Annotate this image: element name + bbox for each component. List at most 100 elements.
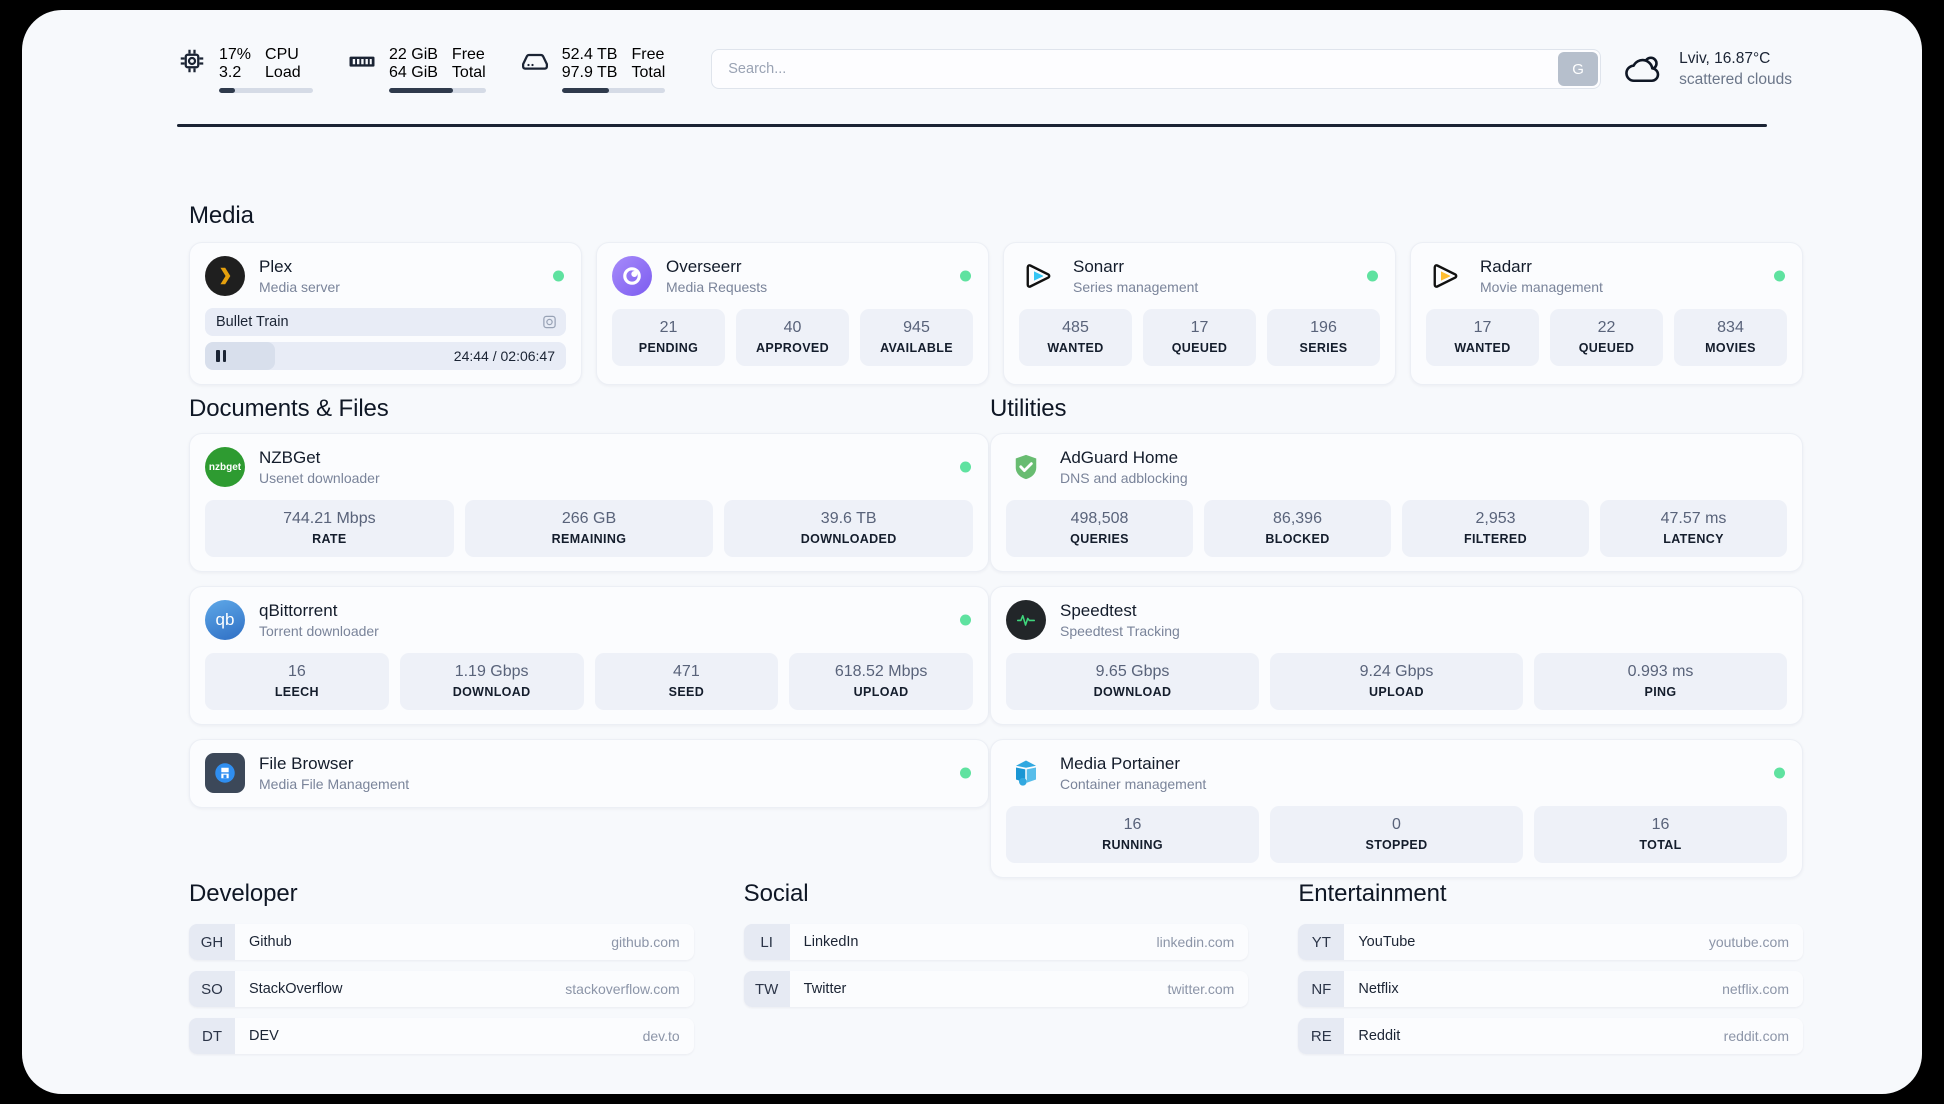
section-title-documents: Documents & Files (189, 395, 389, 422)
memory-label-bottom: Total (451, 63, 486, 81)
cpu-value: 17% (219, 45, 252, 63)
service-subtitle: Series management (1073, 278, 1199, 295)
stat-label: RUNNING (1102, 838, 1163, 852)
stat-queued: 22 QUEUED (1550, 309, 1663, 366)
section-title-media: Media (189, 202, 254, 229)
bookmark-item-linkedin[interactable]: LI LinkedIn linkedin.com (743, 924, 1249, 960)
overseerr-logo-icon (612, 256, 652, 296)
stat-value: 16 (287, 663, 306, 680)
stat-label: WANTED (1047, 341, 1104, 355)
weather-widget[interactable]: Lviv, 16.87°C scattered clouds (1623, 50, 1922, 89)
service-card-media-portainer[interactable]: Media Portainer Container management 16 … (990, 739, 1803, 878)
bookmark-name: StackOverflow (249, 981, 343, 997)
bookmark-item-dev[interactable]: DT DEV dev.to (189, 1018, 694, 1054)
bookmark-name: Netflix (1358, 981, 1399, 997)
memory-usage-bar (389, 87, 486, 93)
section-title-developer: Developer (189, 880, 298, 907)
plex-logo-icon (205, 256, 245, 296)
cpu-label-top: CPU (265, 45, 299, 63)
storage-usage-bar (561, 87, 666, 93)
memory-secondary: 64 GiB (389, 63, 438, 81)
stat-blocked: 86,396 BLOCKED (1204, 500, 1391, 557)
stats-row: 16 LEECH 1.19 Gbps DOWNLOAD 471 SEED 618… (205, 653, 973, 710)
service-card-sonarr[interactable]: Sonarr Series management 485 WANTED 17 Q… (1003, 242, 1396, 385)
service-name: NZBGet (259, 447, 321, 467)
bookmark-item-stackoverflow[interactable]: SO StackOverflow stackoverflow.com (189, 971, 694, 1007)
service-name: Plex (259, 256, 293, 276)
stat-label: UPLOAD (1369, 685, 1424, 699)
stat-label: PING (1644, 685, 1677, 699)
stats-row: 744.21 Mbps RATE 266 GB REMAINING 39.6 T… (205, 500, 974, 557)
stat-upload: 9.24 Gbps UPLOAD (1270, 653, 1523, 710)
cpu-usage-bar (219, 87, 313, 93)
bookmark-name: LinkedIn (803, 934, 859, 950)
stat-label: QUERIES (1070, 532, 1129, 546)
service-card-speedtest[interactable]: Speedtest Speedtest Tracking 9.65 Gbps D… (990, 586, 1803, 725)
stat-download: 1.19 Gbps DOWNLOAD (399, 653, 584, 710)
stat-label: LATENCY (1663, 532, 1724, 546)
service-card-qbittorrent[interactable]: qb qBittorrent Torrent downloader 16 LEE… (189, 586, 989, 725)
stat-label: RATE (312, 532, 347, 546)
stat-label: UPLOAD (853, 685, 909, 699)
service-subtitle: Media File Management (259, 775, 410, 792)
bookmark-name: Github (249, 934, 292, 950)
service-card-radarr[interactable]: Radarr Movie management 17 WANTED 22 QUE… (1410, 242, 1803, 385)
status-indicator-dot (1367, 270, 1378, 282)
stat-value: 86,396 (1273, 510, 1322, 527)
bookmark-item-netflix[interactable]: NF Netflix netflix.com (1298, 971, 1804, 1007)
pause-icon[interactable] (216, 350, 226, 362)
stat-pending: 21 PENDING (612, 309, 725, 366)
bookmark-item-github[interactable]: GH Github github.com (189, 924, 694, 960)
search-input[interactable] (711, 49, 1602, 89)
service-card-plex[interactable]: Plex Media server Bullet Train 24:44 / 0… (189, 242, 582, 385)
stat-label: LEECH (274, 685, 319, 699)
playback-time: 24:44 / 02:06:47 (453, 348, 555, 364)
service-card-adguard-home[interactable]: AdGuard Home DNS and adblocking 498,508 … (990, 433, 1803, 572)
search-provider-button[interactable]: G (1558, 52, 1599, 86)
stat-rate: 744.21 Mbps RATE (205, 500, 454, 557)
bookmark-item-youtube[interactable]: YT YouTube youtube.com (1298, 924, 1804, 960)
stat-value: 498,508 (1070, 510, 1129, 527)
stat-value: 0.993 ms (1627, 663, 1694, 680)
stat-value: 47.57 ms (1660, 510, 1727, 527)
stat-available: 945 AVAILABLE (860, 309, 973, 366)
search-container: G (711, 49, 1602, 89)
bookmark-url: netflix.com (1722, 981, 1790, 997)
service-subtitle: Speedtest Tracking (1060, 622, 1180, 639)
service-subtitle: DNS and adblocking (1060, 469, 1188, 486)
weather-location-temp: Lviv, 16.87°C (1679, 49, 1771, 67)
bookmark-abbr: DT (189, 1018, 235, 1054)
bookmark-url: youtube.com (1708, 934, 1790, 950)
portainer-logo-icon (1006, 753, 1046, 793)
bookmark-group-developer: Developer GH Github github.com SO StackO… (189, 880, 694, 1054)
memory-value: 22 GiB (389, 45, 438, 63)
bookmark-abbr: SO (189, 971, 235, 1007)
stat-value: 9.65 Gbps (1095, 663, 1170, 680)
stat-label: PENDING (638, 341, 699, 355)
playback-progress-bar[interactable]: 24:44 / 02:06:47 (205, 342, 566, 370)
stat-label: APPROVED (756, 341, 829, 355)
bookmark-item-twitter[interactable]: TW Twitter twitter.com (743, 971, 1249, 1007)
hard-drive-icon (521, 53, 548, 70)
speedtest-logo-icon (1006, 600, 1046, 640)
stat-approved: 40 APPROVED (736, 309, 849, 366)
card-header: AdGuard Home DNS and adblocking (1006, 447, 1787, 487)
service-card-nzbget[interactable]: nzbget NZBGet Usenet downloader 744.21 M… (189, 433, 989, 572)
cast-device-icon[interactable] (542, 315, 557, 330)
stat-label: STOPPED (1365, 838, 1428, 852)
stat-value: 0 (1392, 816, 1401, 833)
bookmark-item-reddit[interactable]: RE Reddit reddit.com (1298, 1018, 1804, 1054)
stat-value: 17 (1190, 319, 1209, 336)
stat-filtered: 2,953 FILTERED (1402, 500, 1589, 557)
stat-ping: 0.993 ms PING (1534, 653, 1787, 710)
stat-value: 266 GB (561, 510, 617, 527)
now-playing-title-bar: Bullet Train (205, 308, 566, 336)
stat-series: 196 SERIES (1267, 309, 1380, 366)
card-header: Plex Media server (205, 256, 566, 296)
nzbget-logo-icon: nzbget (205, 447, 245, 487)
status-indicator-dot (960, 461, 971, 473)
service-card-overseerr[interactable]: Overseerr Media Requests 21 PENDING 40 A… (596, 242, 989, 385)
service-card-file-browser[interactable]: File Browser Media File Management (189, 739, 989, 808)
memory-stick-icon (349, 56, 375, 67)
stat-value: 22 (1597, 319, 1616, 336)
